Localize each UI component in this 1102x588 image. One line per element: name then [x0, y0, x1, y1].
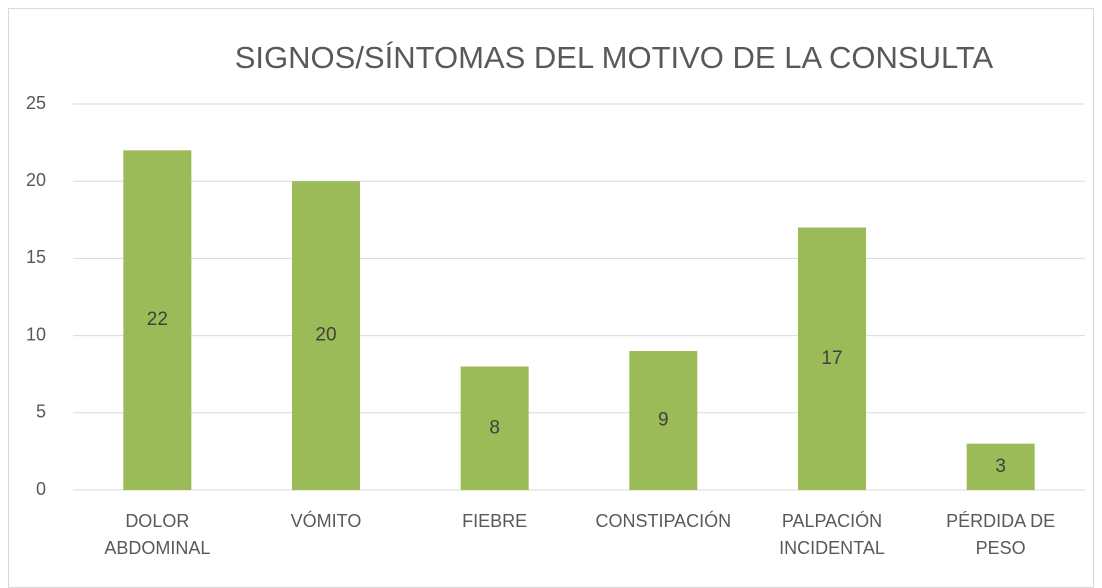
x-tick-label: PÉRDIDA DE PESO [946, 511, 1056, 558]
y-tick-label: 20 [26, 170, 46, 190]
data-label: 3 [995, 456, 1006, 477]
bar [123, 150, 192, 490]
data-label: 17 [821, 348, 842, 369]
bar [460, 366, 529, 490]
y-tick-label: 5 [36, 402, 46, 422]
data-label: 22 [147, 309, 168, 330]
chart-title: SIGNOS/SÍNTOMAS DEL MOTIVO DE LA CONSULT… [235, 40, 994, 75]
bar [629, 351, 698, 490]
x-tick-label: PALPACIÓN INCIDENTAL [779, 511, 885, 558]
y-tick-label: 0 [36, 479, 46, 499]
x-tick-label: VÓMITO [290, 511, 362, 531]
bar [292, 181, 360, 490]
x-tick-label: DOLOR ABDOMINAL [104, 511, 211, 558]
y-tick-label: 25 [26, 93, 46, 113]
bar [798, 227, 866, 490]
y-tick-label: 15 [26, 247, 46, 267]
data-label: 20 [315, 325, 336, 346]
data-label: 9 [658, 410, 669, 431]
data-label: 8 [489, 417, 500, 438]
x-tick-label: FIEBRE [462, 511, 528, 531]
x-tick-label: CONSTIPACIÓN [595, 511, 732, 531]
bar [966, 443, 1035, 490]
y-tick-label: 10 [26, 324, 46, 344]
